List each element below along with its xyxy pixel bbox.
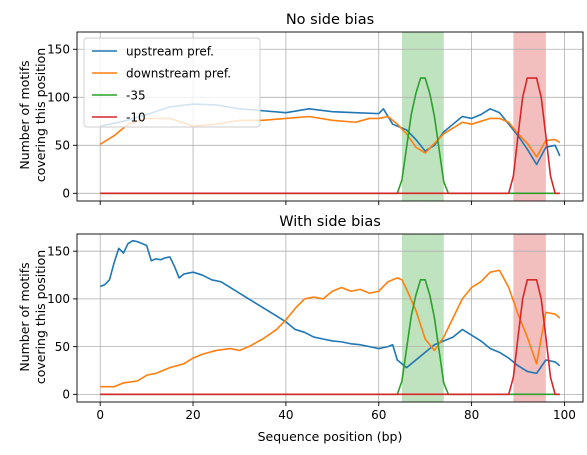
plot-frame: [76, 31, 584, 202]
top-chart-panel: 0 50 100 150 No side bias upstream pref. downs…: [47, 12, 584, 205]
series-line: [100, 77, 560, 195]
y-axis-label-top-line2: covering this position: [33, 48, 48, 182]
x-tick-label: 80: [464, 408, 479, 422]
y-axis-label-bottom-line1: Number of motifs: [17, 262, 32, 371]
x-tick-label: 0: [96, 408, 104, 422]
series-line: [100, 269, 561, 388]
shaded-region: [401, 32, 444, 201]
legend-box: [83, 37, 261, 128]
legend-label: upstream pref.: [126, 44, 214, 58]
plot-frame: [76, 233, 584, 403]
legend-label: -35: [126, 88, 146, 102]
x-axis-label: Sequence position (bp): [258, 429, 403, 444]
y-tick-label: 100: [47, 91, 70, 105]
series-line: [99, 239, 561, 375]
x-tick-label: 40: [278, 408, 293, 422]
series-line: [100, 279, 560, 396]
y-tick-label: 150: [47, 244, 70, 258]
chart-title: With side bias: [279, 214, 381, 230]
shaded-region: [513, 32, 546, 201]
y-tick-label: 50: [55, 340, 70, 354]
x-tick-label: 100: [553, 408, 576, 422]
y-axis-label-bottom-line2: covering this position: [33, 250, 48, 384]
y-tick-label: 0: [62, 388, 70, 402]
legend-label: -10: [126, 110, 146, 124]
shaded-region: [513, 234, 546, 402]
y-tick-label: 150: [47, 43, 70, 57]
y-tick-label: 0: [62, 187, 70, 201]
y-tick-label: 50: [55, 139, 70, 153]
x-tick-label: 20: [185, 408, 200, 422]
bottom-chart-panel: 0 20 40 60 80 100 0 50 100 150 With side bias: [47, 214, 584, 422]
y-axis-label-top-line1: Number of motifs: [17, 60, 32, 169]
x-tick-label: 60: [371, 408, 386, 422]
shaded-region: [401, 234, 444, 402]
legend-label: downstream pref.: [126, 66, 231, 80]
series-line: [100, 77, 560, 195]
chart-title: No side bias: [286, 12, 374, 28]
y-tick-label: 100: [47, 292, 70, 306]
series-line: [100, 279, 560, 396]
